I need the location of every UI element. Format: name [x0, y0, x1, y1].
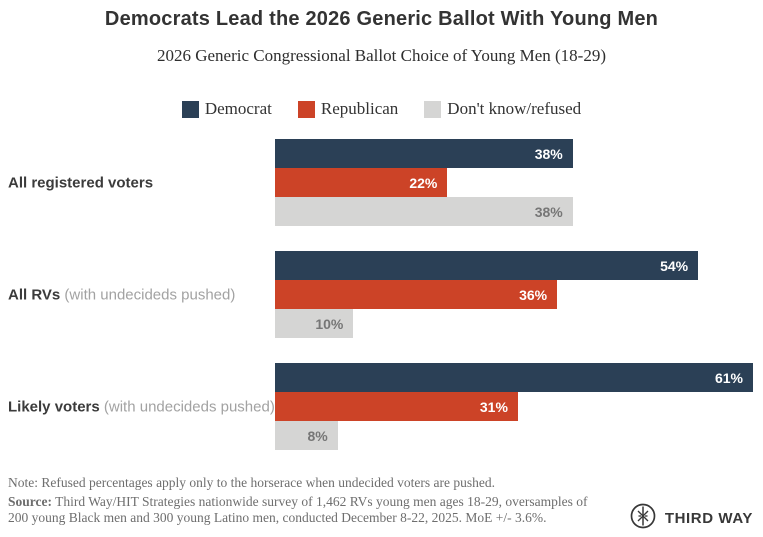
bar-value-label: 31%: [479, 398, 508, 415]
category-label-bold: Likely voters: [8, 398, 100, 415]
bar-don-t-know-refused: 10%: [275, 309, 354, 338]
bar-republican: 36%: [275, 280, 558, 309]
bar-value-label: 61%: [714, 369, 743, 386]
legend-swatch-don-t-know-refused: [424, 100, 442, 118]
bar-don-t-know-refused: 8%: [275, 421, 338, 450]
source-label: Source:: [8, 494, 52, 509]
category-label-bold: All RVs: [8, 286, 61, 303]
bar-don-t-know-refused: 38%: [275, 197, 573, 226]
bar-democrat: 61%: [275, 363, 753, 392]
bar-democrat: 54%: [275, 251, 699, 280]
bar-value-label: 38%: [534, 203, 563, 220]
logo-wordmark: THIRD WAY: [664, 510, 753, 527]
bar-value-label: 22%: [409, 174, 438, 191]
category-label: All RVs (with undecideds pushed): [8, 286, 235, 303]
category-label-bold: All registered voters: [8, 174, 154, 191]
compass-star-icon: [629, 502, 657, 535]
third-way-logo: THIRD WAY: [629, 502, 753, 535]
legend-item-republican: Republican: [297, 99, 399, 119]
chart-subtitle: 2026 Generic Congressional Ballot Choice…: [156, 46, 607, 65]
bar-republican: 31%: [275, 392, 518, 421]
chart-title: Democrats Lead the 2026 Generic Ballot W…: [104, 8, 659, 30]
bar-group-likely-voters: Likely voters (with undecideds pushed) 61…: [0, 363, 763, 450]
bar-value-label: 10%: [315, 315, 344, 332]
legend-item-don-t-know-refused: Don't know/refused: [424, 99, 581, 119]
chart-note: Note: Refused percentages apply only to …: [8, 475, 495, 490]
legend-label: Don't know/refused: [447, 99, 582, 118]
bar-value-label: 8%: [307, 427, 328, 444]
bar-value-label: 54%: [660, 257, 689, 274]
legend-item-democrat: Democrat: [181, 99, 272, 119]
bar-chart: All registered voters 38% 22% 38% All RVs (w…: [0, 139, 763, 475]
chart-source: Source: Third Way/HIT Strategies nationw…: [8, 494, 608, 526]
category-label: Likely voters (with undecideds pushed): [8, 398, 275, 415]
legend-label: Republican: [320, 99, 399, 118]
source-text: Third Way/HIT Strategies nationwide surv…: [8, 494, 588, 525]
bar-value-label: 36%: [519, 286, 548, 303]
category-label-light: (with undecideds pushed): [60, 286, 236, 303]
category-label: All registered voters: [8, 174, 153, 191]
legend-label: Democrat: [204, 99, 272, 118]
legend-swatch-republican: [297, 100, 315, 118]
bar-group-all-rvs: All RVs (with undecideds pushed) 54% 36% 10…: [0, 251, 763, 338]
category-label-light: (with undecideds pushed): [99, 398, 275, 415]
bar-republican: 22%: [275, 168, 448, 197]
bar-democrat: 38%: [275, 139, 573, 168]
legend: Democrat Republican Don't know/refused: [0, 99, 763, 119]
bar-value-label: 38%: [534, 145, 563, 162]
bar-group-all-registered-voters: All registered voters 38% 22% 38%: [0, 139, 763, 226]
legend-swatch-democrat: [181, 100, 199, 118]
